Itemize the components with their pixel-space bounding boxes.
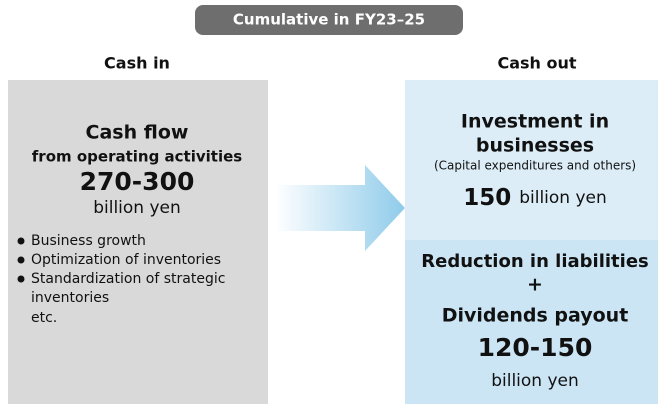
returns-amount: 120-150 — [478, 333, 593, 362]
bullet-dot — [17, 237, 25, 245]
bullet: Business growth — [31, 233, 146, 249]
investment-title: Investment in — [461, 111, 609, 133]
cash-in-unit: billion yen — [93, 198, 181, 218]
header-title: Cumulative in FY23–25 — [233, 11, 425, 29]
returns-line: Dividends payout — [442, 305, 629, 327]
returns-plus: + — [527, 274, 543, 296]
cash-in-heading: Cash in — [104, 54, 170, 73]
bullet-dot — [17, 275, 25, 283]
returns-unit: billion yen — [491, 371, 579, 391]
investment-amount: 150 billion yen — [463, 185, 607, 211]
cash-in-box — [8, 80, 268, 404]
investment-title: businesses — [476, 135, 594, 157]
cash-in-subtitle: from operating activities — [32, 148, 242, 166]
bullet-continued: etc. — [31, 310, 57, 326]
returns-line: Reduction in liabilities — [421, 251, 649, 272]
arrow — [275, 165, 405, 251]
cash-out-heading: Cash out — [497, 54, 576, 73]
bullets: Business growth Optimization of inventor… — [17, 233, 225, 326]
returns-box — [405, 240, 658, 404]
bullet: Standardization of strategic — [31, 271, 225, 287]
unit: billion yen — [519, 188, 607, 208]
cash-in-title: Cash flow — [86, 122, 189, 144]
bullet-continued: inventories — [31, 290, 109, 306]
amount: 150 — [463, 185, 511, 211]
investment-box — [405, 80, 658, 240]
investment-note: (Capital expenditures and others) — [434, 159, 636, 173]
cash-in-amount: 270-300 — [80, 167, 195, 196]
bullet: Optimization of inventories — [31, 252, 221, 268]
header-pill — [195, 5, 463, 35]
bullet-dot — [17, 256, 25, 264]
